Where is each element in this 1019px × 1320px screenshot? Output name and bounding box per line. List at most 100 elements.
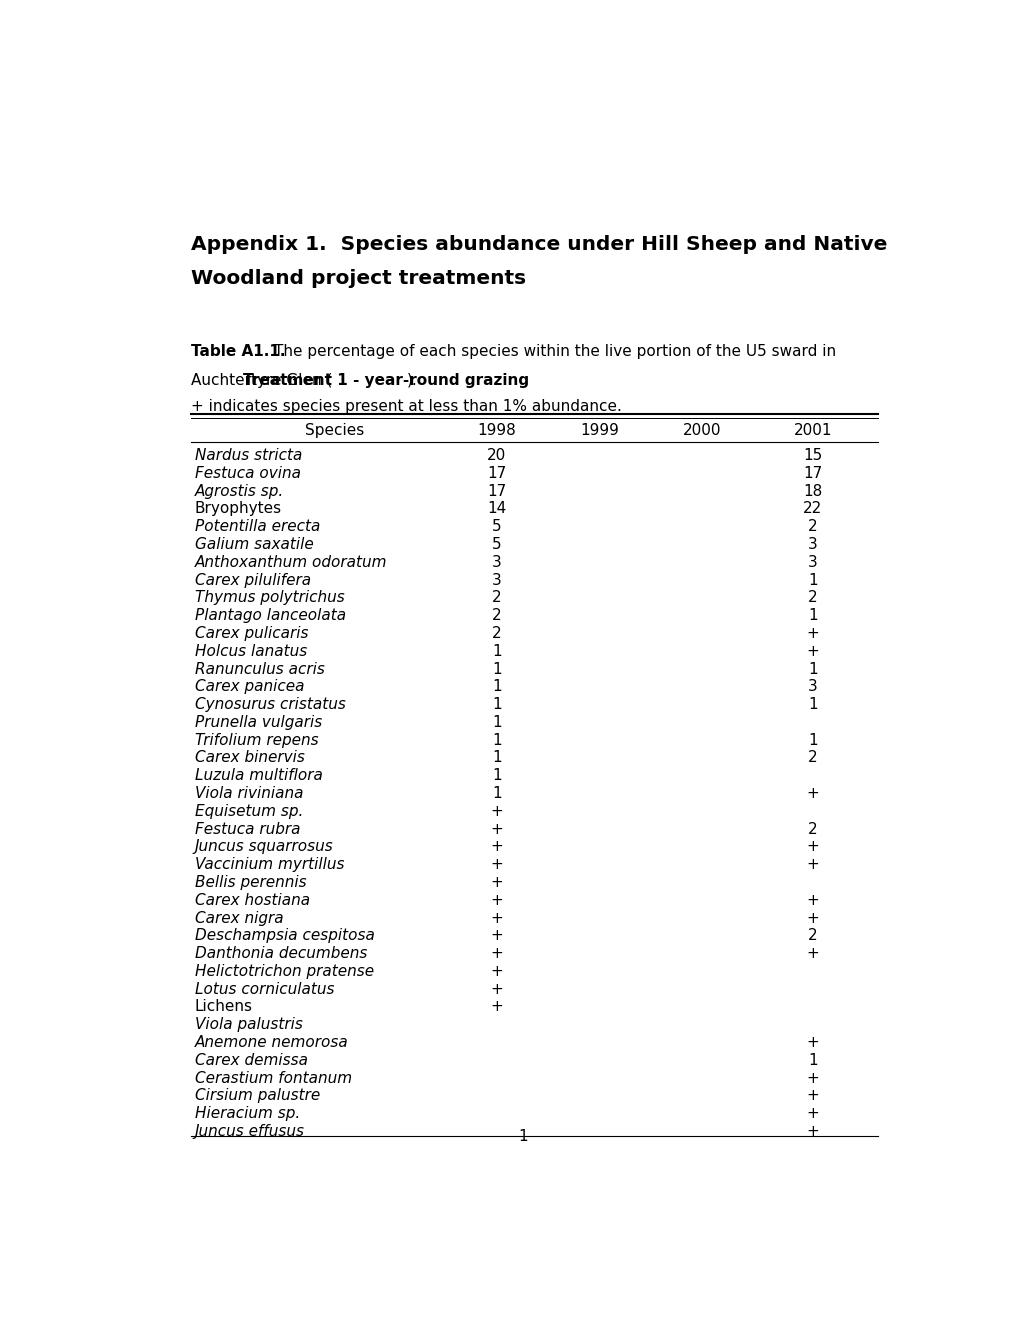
Text: 1: 1 — [518, 1129, 527, 1143]
Text: Bryophytes: Bryophytes — [195, 502, 281, 516]
Text: Carex pilulifera: Carex pilulifera — [195, 573, 311, 587]
Text: Equisetum sp.: Equisetum sp. — [195, 804, 303, 818]
Text: +: + — [806, 840, 818, 854]
Text: Cerastium fontanum: Cerastium fontanum — [195, 1071, 352, 1085]
Text: +: + — [806, 911, 818, 925]
Text: 15: 15 — [802, 447, 821, 463]
Text: Thymus polytrichus: Thymus polytrichus — [195, 590, 344, 606]
Text: Luzula multiflora: Luzula multiflora — [195, 768, 322, 783]
Text: ).: ). — [407, 372, 418, 388]
Text: Danthonia decumbens: Danthonia decumbens — [195, 946, 367, 961]
Text: Festuca ovina: Festuca ovina — [195, 466, 301, 480]
Text: Species: Species — [305, 422, 364, 438]
Text: Carex panicea: Carex panicea — [195, 680, 304, 694]
Text: 1: 1 — [491, 644, 501, 659]
Text: Auchtertyre Glen (: Auchtertyre Glen ( — [191, 372, 332, 388]
Text: Anemone nemorosa: Anemone nemorosa — [195, 1035, 348, 1049]
Text: 2: 2 — [491, 590, 501, 606]
Text: 22: 22 — [802, 502, 821, 516]
Text: Anthoxanthum odoratum: Anthoxanthum odoratum — [195, 554, 387, 570]
Text: Holcus lanatus: Holcus lanatus — [195, 644, 307, 659]
Text: Juncus squarrosus: Juncus squarrosus — [195, 840, 333, 854]
Text: 1: 1 — [491, 680, 501, 694]
Text: Carex demissa: Carex demissa — [195, 1053, 308, 1068]
Text: Trifolium repens: Trifolium repens — [195, 733, 318, 747]
Text: Viola palustris: Viola palustris — [195, 1018, 303, 1032]
Text: +: + — [806, 785, 818, 801]
Text: Viola riviniana: Viola riviniana — [195, 785, 303, 801]
Text: +: + — [806, 644, 818, 659]
Text: +: + — [806, 1089, 818, 1104]
Text: Woodland project treatments: Woodland project treatments — [191, 269, 526, 288]
Text: +: + — [490, 840, 502, 854]
Text: 1998: 1998 — [477, 422, 516, 438]
Text: +: + — [806, 892, 818, 908]
Text: 2: 2 — [807, 928, 817, 944]
Text: +: + — [490, 982, 502, 997]
Text: Carex hostiana: Carex hostiana — [195, 892, 310, 908]
Text: Carex pulicaris: Carex pulicaris — [195, 626, 308, 642]
Text: +: + — [490, 999, 502, 1015]
Text: 1: 1 — [807, 609, 817, 623]
Text: 5: 5 — [491, 537, 501, 552]
Text: +: + — [490, 875, 502, 890]
Text: 1: 1 — [807, 733, 817, 747]
Text: Cirsium palustre: Cirsium palustre — [195, 1089, 320, 1104]
Text: 3: 3 — [807, 554, 817, 570]
Text: Vaccinium myrtillus: Vaccinium myrtillus — [195, 857, 343, 873]
Text: 1: 1 — [491, 661, 501, 677]
Text: 3: 3 — [491, 573, 501, 587]
Text: 17: 17 — [802, 466, 821, 480]
Text: 1: 1 — [491, 715, 501, 730]
Text: 1: 1 — [491, 733, 501, 747]
Text: +: + — [490, 964, 502, 979]
Text: 2: 2 — [491, 609, 501, 623]
Text: +: + — [490, 928, 502, 944]
Text: +: + — [490, 911, 502, 925]
Text: 17: 17 — [486, 466, 505, 480]
Text: 1: 1 — [491, 751, 501, 766]
Text: +: + — [806, 946, 818, 961]
Text: +: + — [490, 821, 502, 837]
Text: 1: 1 — [491, 697, 501, 711]
Text: +: + — [806, 1106, 818, 1121]
Text: 1: 1 — [807, 1053, 817, 1068]
Text: +: + — [806, 626, 818, 642]
Text: 5: 5 — [491, 519, 501, 535]
Text: 2: 2 — [807, 519, 817, 535]
Text: 1: 1 — [807, 697, 817, 711]
Text: +: + — [806, 1035, 818, 1049]
Text: Carex binervis: Carex binervis — [195, 751, 305, 766]
Text: Table A1.1.: Table A1.1. — [191, 345, 285, 359]
Text: Cynosurus cristatus: Cynosurus cristatus — [195, 697, 345, 711]
Text: Festuca rubra: Festuca rubra — [195, 821, 300, 837]
Text: 1: 1 — [491, 768, 501, 783]
Text: +: + — [490, 892, 502, 908]
Text: Ranunculus acris: Ranunculus acris — [195, 661, 324, 677]
Text: +: + — [806, 1123, 818, 1139]
Text: 20: 20 — [486, 447, 505, 463]
Text: Prunella vulgaris: Prunella vulgaris — [195, 715, 322, 730]
Text: Treatment 1 - year-round grazing: Treatment 1 - year-round grazing — [243, 372, 529, 388]
Text: 1: 1 — [807, 573, 817, 587]
Text: +: + — [806, 1071, 818, 1085]
Text: 1: 1 — [807, 661, 817, 677]
Text: Lotus corniculatus: Lotus corniculatus — [195, 982, 334, 997]
Text: Deschampsia cespitosa: Deschampsia cespitosa — [195, 928, 374, 944]
Text: 2: 2 — [807, 590, 817, 606]
Text: +: + — [490, 804, 502, 818]
Text: Agrostis sp.: Agrostis sp. — [195, 483, 283, 499]
Text: 2: 2 — [807, 751, 817, 766]
Text: Plantago lanceolata: Plantago lanceolata — [195, 609, 345, 623]
Text: 3: 3 — [807, 680, 817, 694]
Text: Potentilla erecta: Potentilla erecta — [195, 519, 320, 535]
Text: 18: 18 — [802, 483, 821, 499]
Text: Helictotrichon pratense: Helictotrichon pratense — [195, 964, 373, 979]
Text: + indicates species present at less than 1% abundance.: + indicates species present at less than… — [191, 399, 621, 414]
Text: Carex nigra: Carex nigra — [195, 911, 283, 925]
Text: 2000: 2000 — [683, 422, 720, 438]
Text: Appendix 1.  Species abundance under Hill Sheep and Native: Appendix 1. Species abundance under Hill… — [191, 235, 887, 253]
Text: The percentage of each species within the live portion of the U5 sward in: The percentage of each species within th… — [273, 345, 835, 359]
Text: Galium saxatile: Galium saxatile — [195, 537, 313, 552]
Text: 2001: 2001 — [793, 422, 832, 438]
